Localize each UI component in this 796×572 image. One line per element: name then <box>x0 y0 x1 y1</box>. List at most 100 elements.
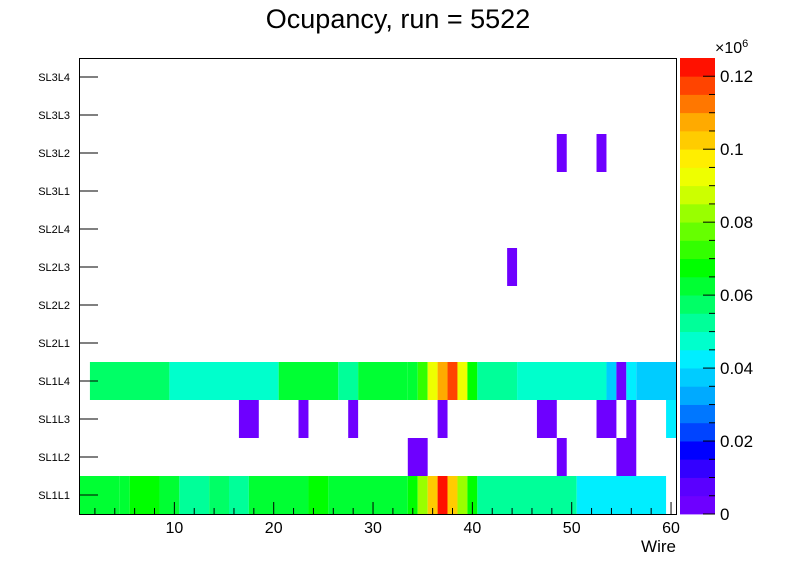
heatmap-cells <box>80 134 676 514</box>
palette-swatch <box>680 495 715 515</box>
heatmap-cell <box>407 362 418 400</box>
heatmap-cell <box>517 362 607 400</box>
heatmap-cell <box>556 438 567 476</box>
palette-swatch <box>680 240 715 260</box>
heatmap-cell <box>467 362 478 400</box>
palette-swatch <box>680 112 715 132</box>
x-axis-tick-label: 50 <box>563 520 581 537</box>
y-axis-category-label: SL1L3 <box>38 414 70 426</box>
y-axis-category-label: SL3L1 <box>38 186 70 198</box>
heatmap-cell <box>407 476 418 514</box>
heatmap-cell <box>358 362 408 400</box>
x-axis-tick-label: 30 <box>364 520 382 537</box>
palette-swatch <box>680 422 715 442</box>
heatmap-cell <box>457 362 468 400</box>
palette-swatch <box>680 441 715 460</box>
heatmap-cell <box>666 400 676 438</box>
heatmap-cell <box>596 134 607 172</box>
palette-swatch <box>680 76 715 95</box>
y-axis-category-label: SL2L2 <box>38 300 70 312</box>
heatmap-cell <box>636 362 676 400</box>
palette-swatch <box>680 313 715 332</box>
heatmap-cell <box>467 476 478 514</box>
heatmap-cell <box>606 362 617 400</box>
palette-swatch <box>680 185 715 205</box>
palette-swatch <box>680 386 715 405</box>
y-axis-category-label: SL3L4 <box>38 72 70 84</box>
heatmap-cell <box>477 476 577 514</box>
z-axis-tick-label: 0.12 <box>720 67 753 86</box>
x-axis-label: Wire <box>641 537 676 556</box>
z-axis-tick-label: 0.02 <box>720 432 753 451</box>
y-axis-category-label: SL1L4 <box>38 376 70 388</box>
heatmap-cell <box>417 362 428 400</box>
y-axis-category-label: SL2L4 <box>38 224 70 236</box>
heatmap-cell <box>427 362 438 400</box>
x-axis-tick-label: 10 <box>165 520 183 537</box>
heatmap-cell <box>507 248 518 286</box>
palette-swatch <box>680 477 715 497</box>
z-multiplier-exponent: 6 <box>742 38 749 50</box>
heatmap-cell <box>169 362 279 400</box>
heatmap-cell <box>417 476 428 514</box>
z-multiplier-base: ×10 <box>715 40 743 57</box>
x-axis-tick-label: 20 <box>265 520 283 537</box>
y-axis-category-label: SL2L3 <box>38 262 70 274</box>
plot-frame <box>79 58 677 515</box>
x-axis-tick-label: 40 <box>463 520 481 537</box>
palette-swatch <box>680 149 715 168</box>
palette-swatch <box>680 167 715 187</box>
heatmap-cell <box>616 438 637 476</box>
heatmap-cell <box>447 362 458 400</box>
heatmap-cell <box>248 476 309 514</box>
heatmap-cell <box>556 134 567 172</box>
color-palette: 0 0.02 0.04 0.06 0.08 0.1 0.12 <box>680 58 753 524</box>
palette-swatch <box>680 258 715 278</box>
heatmap-cell <box>179 476 210 514</box>
palette-swatch <box>680 130 715 150</box>
heatmap-cell <box>159 476 180 514</box>
heatmap-cell <box>437 362 448 400</box>
palette-swatch <box>680 276 715 296</box>
palette-swatch <box>680 203 715 223</box>
heatmap-cell <box>348 400 359 438</box>
y-axis-category-label: SL3L3 <box>38 110 70 122</box>
heatmap-cell <box>298 400 309 438</box>
heatmap-cell <box>308 476 329 514</box>
heatmap-cell <box>437 400 448 438</box>
y-axis-category-label: SL1L1 <box>38 490 70 502</box>
z-axis-tick-label: 0.06 <box>720 286 753 305</box>
palette-swatch <box>680 368 715 387</box>
z-axis-tick-label: 0.08 <box>720 213 753 232</box>
heatmap-cell <box>626 362 637 400</box>
axes: 10 20 30 40 50 60 SL1L1 SL1L2 SL1L3 SL1L4 SL2L1 SL2… <box>38 72 680 537</box>
heatmap-cell <box>407 438 428 476</box>
heatmap-cell <box>328 476 408 514</box>
z-axis-tick-label: 0.1 <box>720 140 744 159</box>
y-axis-category-label: SL3L2 <box>38 148 70 160</box>
palette-swatch <box>680 459 715 478</box>
heatmap-cell <box>457 476 468 514</box>
heatmap-cell <box>89 362 170 400</box>
z-axis-tick-label: 0.04 <box>720 359 753 378</box>
palette-swatch <box>680 94 715 114</box>
heatmap-cell <box>596 400 617 438</box>
heatmap-cell <box>338 362 359 400</box>
heatmap-cell <box>278 362 339 400</box>
heatmap-cell <box>229 476 249 514</box>
heatmap-cell <box>536 400 557 438</box>
heatmap-cell <box>238 400 259 438</box>
palette-swatch <box>680 58 715 77</box>
heatmap-cell <box>437 476 448 514</box>
heatmap-cell <box>129 476 160 514</box>
heatmap-cell <box>477 362 518 400</box>
heatmap-cell <box>427 476 438 514</box>
y-axis-category-label: SL1L2 <box>38 452 70 464</box>
palette-swatch <box>680 349 715 369</box>
y-axis-category-label: SL2L1 <box>38 338 70 350</box>
palette-swatch <box>680 222 715 241</box>
z-axis-multiplier: ×106 <box>715 38 748 58</box>
palette-swatch <box>680 295 715 314</box>
z-axis-tick-label: 0 <box>720 505 729 524</box>
